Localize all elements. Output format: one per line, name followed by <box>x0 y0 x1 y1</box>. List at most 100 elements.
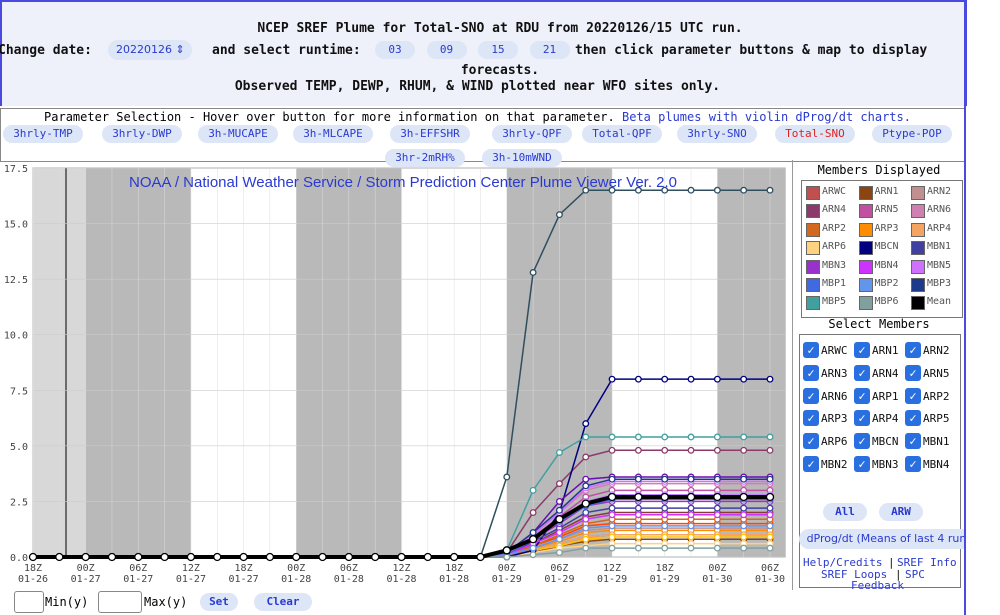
checkbox-label: MBCN <box>872 435 899 449</box>
date-select[interactable]: 20220126 ⇕ <box>108 40 192 60</box>
legend-swatch <box>806 186 820 200</box>
link[interactable]: SPC <box>905 568 925 581</box>
data-point <box>660 492 669 502</box>
link[interactable]: SREF Info <box>897 556 957 569</box>
checkbox[interactable]: ✓ <box>854 456 870 472</box>
y-tick-label: 5.0 <box>10 442 28 453</box>
parameter-button[interactable]: 3h-10mWND <box>482 149 562 167</box>
data-point <box>661 433 669 441</box>
runtime-button[interactable]: 15 <box>478 41 518 59</box>
checkbox[interactable]: ✓ <box>854 410 870 427</box>
x-tick-date: 01-27 <box>71 574 101 585</box>
data-point <box>634 504 642 512</box>
checkbox[interactable]: ✓ <box>803 364 819 381</box>
data-point <box>582 535 590 543</box>
core-button[interactable]: All <box>823 503 867 521</box>
legend-label: MBP5 <box>822 296 847 308</box>
core-button[interactable]: ARW <box>879 503 923 521</box>
checkbox[interactable]: ✓ <box>854 364 870 381</box>
runtime-button[interactable]: 09 <box>426 41 467 59</box>
legend-swatch <box>806 296 820 311</box>
data-point <box>608 446 616 454</box>
data-point <box>555 549 563 557</box>
x-tick-label: 18Z <box>235 563 253 574</box>
data-point <box>713 544 721 552</box>
data-point <box>265 552 275 562</box>
legend-label: ARN6 <box>927 204 952 216</box>
parameter-button[interactable]: 3hrly-DWP <box>102 125 182 143</box>
legend-label: ARN1 <box>874 186 899 197</box>
checkbox-label: MBN2 <box>821 458 848 471</box>
parameter-button[interactable]: 3h-MUCAPE <box>198 125 278 143</box>
dprog-button[interactable]: dProg/dt (Means of last 4 runs) <box>799 529 965 549</box>
parameter-button[interactable]: Ptype-POP <box>872 125 952 143</box>
data-point <box>713 186 721 194</box>
separator: | <box>895 568 902 581</box>
x-tick-label: 00Z <box>708 563 726 574</box>
data-point <box>582 524 590 532</box>
data-point <box>686 492 696 502</box>
checkbox[interactable]: ✓ <box>854 387 870 404</box>
checkbox[interactable]: ✓ <box>854 342 870 358</box>
link[interactable]: Help/Credits <box>803 556 883 569</box>
data-point <box>81 552 90 562</box>
data-point <box>529 269 537 276</box>
checkbox[interactable]: ✓ <box>854 433 870 450</box>
data-point <box>344 552 354 562</box>
legend-swatch <box>806 222 820 237</box>
data-point <box>582 186 590 194</box>
checkbox[interactable]: ✓ <box>803 387 819 404</box>
x-tick-date: 01-29 <box>492 574 522 585</box>
clear-button[interactable]: Clear <box>254 593 312 611</box>
data-point <box>555 529 563 536</box>
data-point <box>555 449 563 456</box>
x-tick-label: 12Z <box>603 563 621 574</box>
beta-link[interactable]: Beta plumes with violin dProg/dt charts. <box>622 110 911 124</box>
checkbox[interactable]: ✓ <box>803 433 819 450</box>
x-tick-label: 06Z <box>550 563 568 574</box>
parameter-button[interactable]: 3h-EFFSHR <box>390 125 470 143</box>
data-point <box>740 544 748 552</box>
data-point <box>766 375 774 383</box>
link[interactable]: Feedback <box>851 579 904 590</box>
legend-swatch <box>911 204 925 219</box>
legend-label: ARN5 <box>874 204 899 216</box>
parameter-button[interactable]: 3hrly-SNO <box>677 125 757 143</box>
checkbox[interactable]: ✓ <box>905 456 921 472</box>
runtime-button[interactable]: 21 <box>529 41 570 59</box>
legend-label: MBP1 <box>822 278 847 289</box>
checkbox[interactable]: ✓ <box>905 433 921 450</box>
data-point <box>766 533 774 541</box>
checkbox[interactable]: ✓ <box>803 410 819 427</box>
checkbox[interactable]: ✓ <box>803 456 819 472</box>
data-point <box>634 533 642 541</box>
checkbox[interactable]: ✓ <box>905 387 921 404</box>
max-label: Max(y) <box>144 595 188 609</box>
checkbox-label: ARP1 <box>872 389 899 403</box>
runtime-button[interactable]: 03 <box>375 41 415 59</box>
parameter-button[interactable]: Total-SNO <box>775 125 855 143</box>
members-heading: Members Displayed <box>817 163 941 177</box>
min-label: Min(y) <box>45 595 89 609</box>
legend-swatch <box>911 241 925 256</box>
link[interactable]: SREF Loops <box>821 568 888 581</box>
parameter-button[interactable]: 3hr-2mRH% <box>385 149 465 167</box>
checkbox[interactable]: ✓ <box>905 364 921 381</box>
data-point <box>661 511 669 519</box>
min-input[interactable] <box>14 591 44 613</box>
parameter-button[interactable]: 3hrly-TMP <box>3 125 83 143</box>
checkbox[interactable]: ✓ <box>803 342 819 358</box>
checkbox[interactable]: ✓ <box>905 342 921 358</box>
parameter-button[interactable]: 3h-MLCAPE <box>293 125 373 143</box>
max-input[interactable] <box>98 591 142 613</box>
checkbox-label: ARP6 <box>821 435 848 449</box>
data-point <box>582 453 590 461</box>
data-point <box>582 433 590 441</box>
data-point <box>608 475 616 483</box>
legend-swatch <box>858 241 873 256</box>
parameter-button[interactable]: 3hrly-QPF <box>492 125 572 143</box>
parameter-button[interactable]: Total-QPF <box>582 125 662 143</box>
set-button[interactable]: Set <box>200 593 238 611</box>
x-tick-label: 00Z <box>287 563 305 574</box>
checkbox[interactable]: ✓ <box>905 410 921 427</box>
